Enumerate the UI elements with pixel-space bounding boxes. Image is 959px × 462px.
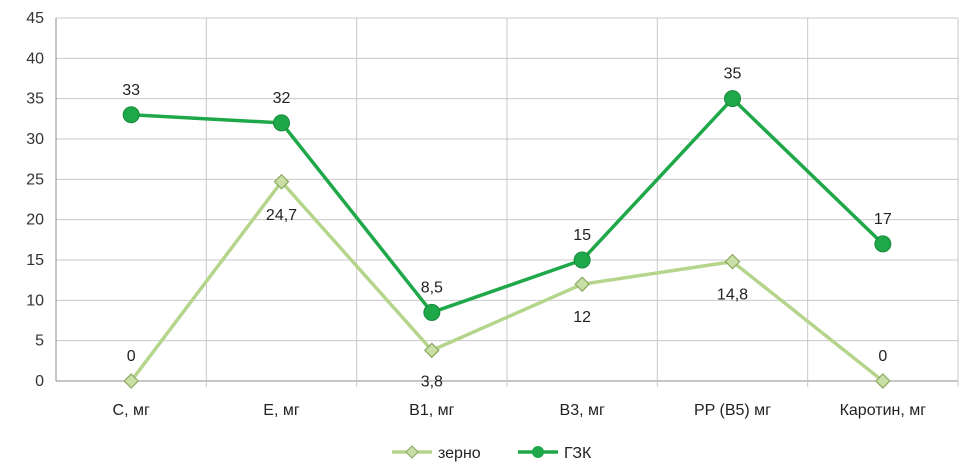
data-point [573, 251, 591, 269]
x-category-label: С, мг [113, 402, 150, 419]
data-point [574, 276, 591, 293]
y-tick-label: 35 [26, 91, 44, 108]
legend-label: ГЗК [564, 445, 592, 462]
data-label: 0 [127, 348, 136, 365]
legend-label: зерно [438, 445, 481, 462]
data-point [122, 106, 140, 124]
y-tick-label: 20 [26, 212, 44, 229]
y-tick-label: 25 [26, 171, 44, 188]
data-label: 17 [874, 211, 892, 228]
data-point [874, 235, 892, 253]
data-point [724, 90, 741, 108]
data-label: 3,8 [421, 373, 443, 390]
x-category-label: PP (В5) мг [694, 402, 771, 419]
data-label: 12 [573, 309, 591, 326]
data-label: 24,7 [266, 207, 297, 224]
series-layer [122, 90, 892, 389]
grid [55, 17, 959, 387]
y-tick-label: 5 [35, 333, 44, 350]
data-label: 33 [122, 82, 140, 99]
data-label: 0 [878, 348, 887, 365]
series-line-zerno [129, 180, 884, 383]
y-tick-label: 45 [26, 10, 44, 27]
y-tick-label: 15 [26, 252, 44, 269]
y-tick-label: 30 [26, 131, 44, 148]
data-point [724, 253, 741, 270]
data-point [273, 114, 290, 132]
data-label: 15 [573, 227, 591, 244]
data-point [123, 373, 140, 389]
legend-marker [532, 446, 544, 458]
x-axis-category-labels: С, мг Е, мг В1, мг В3, мг PP (В5) мг Каротин,… [113, 402, 927, 419]
x-category-label: В3, мг [560, 402, 605, 419]
y-tick-label: 10 [26, 292, 44, 309]
data-label: 32 [273, 90, 291, 107]
x-category-label: В1, мг [409, 402, 454, 419]
series-line-gzk [131, 96, 885, 315]
x-category-label: Каротин, мг [840, 402, 927, 419]
x-category-label: Е, мг [263, 402, 300, 419]
data-point [423, 303, 441, 321]
legend-item: зерно [392, 445, 481, 462]
y-tick-label: 40 [26, 50, 44, 67]
legend-item: ГЗК [518, 445, 592, 462]
legend-marker [405, 445, 419, 459]
data-point [273, 173, 290, 190]
data-labels: 0 24,7 3,8 12 14,8 0 33 32 8,5 15 35 17 [122, 66, 892, 391]
y-tick-label: 0 [35, 373, 44, 390]
data-label: 14,8 [717, 287, 748, 304]
legend: зерно ГЗК [392, 445, 592, 462]
data-label: 35 [724, 66, 742, 83]
y-axis-tick-labels: 0 5 10 15 20 25 30 35 40 45 [26, 10, 44, 390]
data-point [874, 373, 891, 389]
data-point [423, 342, 440, 359]
data-label: 8,5 [421, 279, 443, 296]
